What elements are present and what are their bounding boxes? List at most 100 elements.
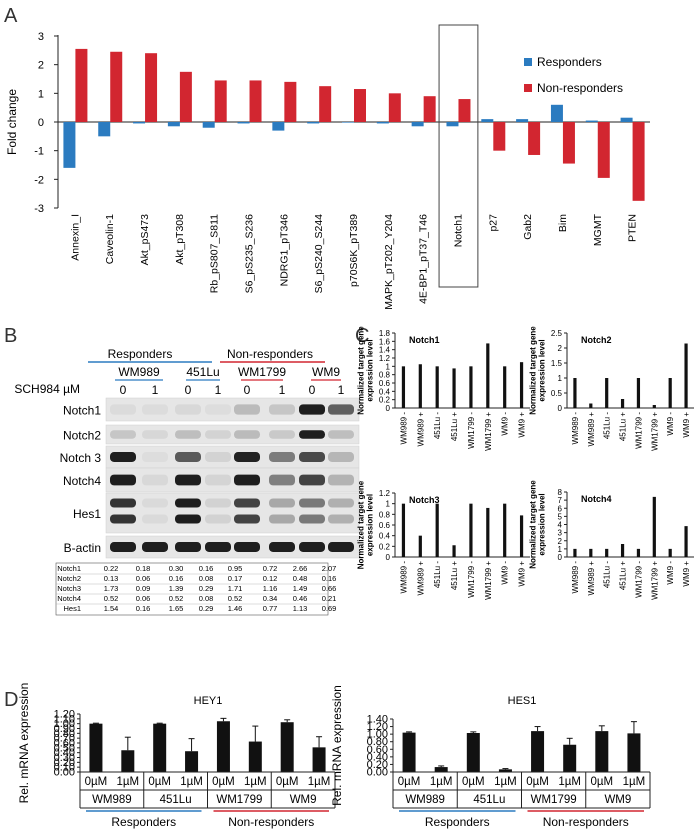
quant-table (55, 562, 329, 616)
band-notch-3-lane-3 (175, 452, 201, 462)
band-notch2-lane-3 (175, 430, 201, 439)
y-tick-label: 1 (558, 374, 563, 383)
dose-label: 1µM (117, 776, 140, 788)
y-tick-label: 1.6 (379, 337, 391, 346)
x-label: WM1799 - (467, 412, 476, 449)
x-label-mgmt: MGMT (592, 213, 604, 246)
bar-non-responders-p27 (493, 122, 506, 151)
y-tick-label: 0.40 (54, 747, 75, 759)
quant-row-label: Hes1 (63, 604, 81, 613)
quant-cell: 0.52 (228, 594, 243, 603)
y-tick-label: 0 (558, 553, 563, 562)
bar-3 (153, 723, 167, 772)
bar-wm989 (418, 364, 422, 408)
bar-responders-bim (550, 104, 563, 122)
y-tick-label: 2.5 (551, 329, 563, 338)
y-tick-label: 1.00 (54, 718, 75, 730)
bar-wm989 (589, 403, 593, 408)
band-notch4-lane-3 (175, 474, 201, 486)
x-label: WM9 - (501, 412, 510, 436)
bar-wm1799 (652, 496, 656, 557)
y-axis-label: Normalized target geneexpression level (356, 480, 374, 569)
band-notch1-lane-8 (328, 404, 354, 415)
quant-cell: 0.30 (169, 564, 184, 573)
notch1-highlight-box (438, 24, 479, 288)
quant-cell: 1.39 (169, 584, 184, 593)
band-hes1-lane-2 (142, 498, 168, 508)
band-hes1-lane-3 (175, 498, 201, 508)
y-axis-label: Normalized target geneexpression level (528, 326, 546, 415)
y-axis-label: Normalized target geneexpression level (356, 326, 374, 415)
bar-wm989 (573, 378, 577, 408)
band-notch4-lane-6 (269, 474, 295, 486)
legend-label-non-responders: Non-responders (537, 81, 623, 95)
dose-label: 0 (120, 383, 127, 397)
quant-cell: 0.22 (104, 564, 119, 573)
y-tick-label: 1 (386, 500, 391, 509)
band-notch2-lane-4 (205, 430, 231, 439)
y-tick-label: 0.8 (379, 371, 391, 380)
dose-label: 1 (215, 383, 222, 397)
group-label-responders: Responders (111, 815, 176, 829)
band-notch4-lane-4 (205, 474, 231, 486)
panel-label-d: D (4, 689, 18, 711)
bar-wm989 (573, 548, 577, 557)
y-tick-label: 0 (386, 553, 391, 562)
bar-451lu (435, 503, 439, 557)
panel-label-a: A (4, 5, 18, 27)
x-label: WM9 - (666, 561, 675, 585)
bar-7 (595, 731, 609, 772)
x-label: WM1799 + (484, 412, 493, 451)
bar-wm1799 (469, 366, 473, 408)
bar-wm9 (684, 526, 688, 557)
quant-cell: 0.17 (228, 574, 243, 583)
bar-responders-caveolin-1 (98, 122, 111, 137)
band-hes1-lane-6 (269, 514, 295, 524)
band-notch1-lane-5 (234, 404, 260, 415)
bar-non-responders-bim (562, 122, 575, 164)
x-label: WM1799 + (484, 561, 493, 600)
dose-label: 0µM (398, 776, 421, 788)
y-tick-label: 3 (558, 529, 563, 538)
bar-2 (434, 767, 448, 772)
x-label: WM989 - (399, 412, 408, 445)
x-label: 451Lu - (433, 412, 442, 439)
x-label: WM9 + (682, 561, 691, 587)
y-axis-label: Rel. mRNA expression (330, 685, 344, 806)
quant-cell: 1.13 (293, 604, 308, 613)
blot-row-label-notch1: Notch1 (63, 404, 101, 418)
bar-wm9 (519, 515, 524, 557)
x-label: WM9 - (501, 561, 510, 585)
band-notch4-lane-5 (234, 474, 260, 486)
cell-line-wm1799: WM1799 (238, 365, 286, 379)
y-tick-label: 1.8 (379, 329, 391, 338)
dose-label: 1µM (558, 776, 581, 788)
quant-row-label: Notch3 (57, 584, 81, 593)
cell-line-wm9: WM9 (312, 365, 340, 379)
x-label: WM1799 - (467, 561, 476, 598)
quant-cell: 0.09 (136, 584, 151, 593)
y-tick-label: 7 (558, 496, 563, 505)
y-tick-label: 0.60 (54, 738, 75, 750)
x-label-bim: Bim (557, 214, 569, 232)
y-tick-label: 1.40 (367, 714, 388, 726)
quant-cell: 0.12 (263, 574, 278, 583)
band-hes1-lane-7 (299, 498, 325, 508)
blot-row-label-notch-3: Notch 3 (60, 451, 102, 465)
cell-line-wm1799: WM1799 (531, 794, 577, 806)
y-tick-label: 0.90 (54, 723, 75, 735)
chart-title: HES1 (508, 695, 537, 707)
quant-cell: 0.08 (199, 574, 214, 583)
blot-row-label-b-actin: B-actin (64, 541, 101, 555)
blot-row-label-hes1: Hes1 (73, 507, 101, 521)
y-tick-label: 0.2 (379, 396, 391, 405)
y-tick-label: 0.4 (379, 387, 391, 396)
band-b-actin-lane-1 (110, 542, 136, 552)
quant-cell: 0.77 (263, 604, 278, 613)
dose-label: 0µM (212, 776, 235, 788)
bar-non-responders-annexin-i (75, 48, 88, 122)
chart-notch2: 0 0.5 1 1.5 2 2.5 Normalized target geneexpres… (528, 326, 694, 451)
band-hes1-lane-4 (205, 498, 231, 508)
blot-strip-notch2 (105, 424, 360, 445)
